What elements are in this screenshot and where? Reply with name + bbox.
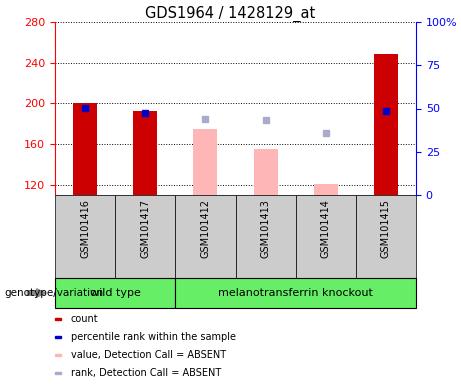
Text: rank, Detection Call = ABSENT: rank, Detection Call = ABSENT — [71, 368, 221, 378]
Bar — [193, 129, 218, 195]
Bar — [254, 149, 278, 195]
Bar — [296, 195, 356, 278]
Bar — [175, 195, 236, 278]
Bar — [55, 318, 61, 320]
Bar — [55, 195, 115, 278]
Text: GDS1964 / 1428129_at: GDS1964 / 1428129_at — [145, 6, 316, 22]
Text: count: count — [71, 314, 99, 324]
Text: GSM101416: GSM101416 — [80, 199, 90, 258]
Bar — [55, 354, 61, 356]
Text: genotype/variation: genotype/variation — [5, 288, 104, 298]
Text: GSM101417: GSM101417 — [140, 199, 150, 258]
Bar — [115, 195, 175, 278]
Text: GSM101415: GSM101415 — [381, 199, 391, 258]
Bar — [374, 53, 398, 195]
Text: percentile rank within the sample: percentile rank within the sample — [71, 332, 236, 342]
Text: GSM101413: GSM101413 — [260, 199, 271, 258]
Text: wild type: wild type — [90, 288, 141, 298]
Bar — [356, 195, 416, 278]
Bar — [133, 111, 157, 195]
Text: melanotransferrin knockout: melanotransferrin knockout — [218, 288, 373, 298]
Bar — [55, 372, 61, 374]
Bar — [55, 336, 61, 338]
Bar — [236, 195, 296, 278]
Text: GSM101412: GSM101412 — [201, 199, 210, 258]
Bar — [314, 184, 338, 195]
Text: GSM101414: GSM101414 — [321, 199, 331, 258]
Bar — [55, 278, 175, 308]
Text: value, Detection Call = ABSENT: value, Detection Call = ABSENT — [71, 350, 226, 360]
Bar — [175, 278, 416, 308]
Bar — [73, 103, 97, 195]
